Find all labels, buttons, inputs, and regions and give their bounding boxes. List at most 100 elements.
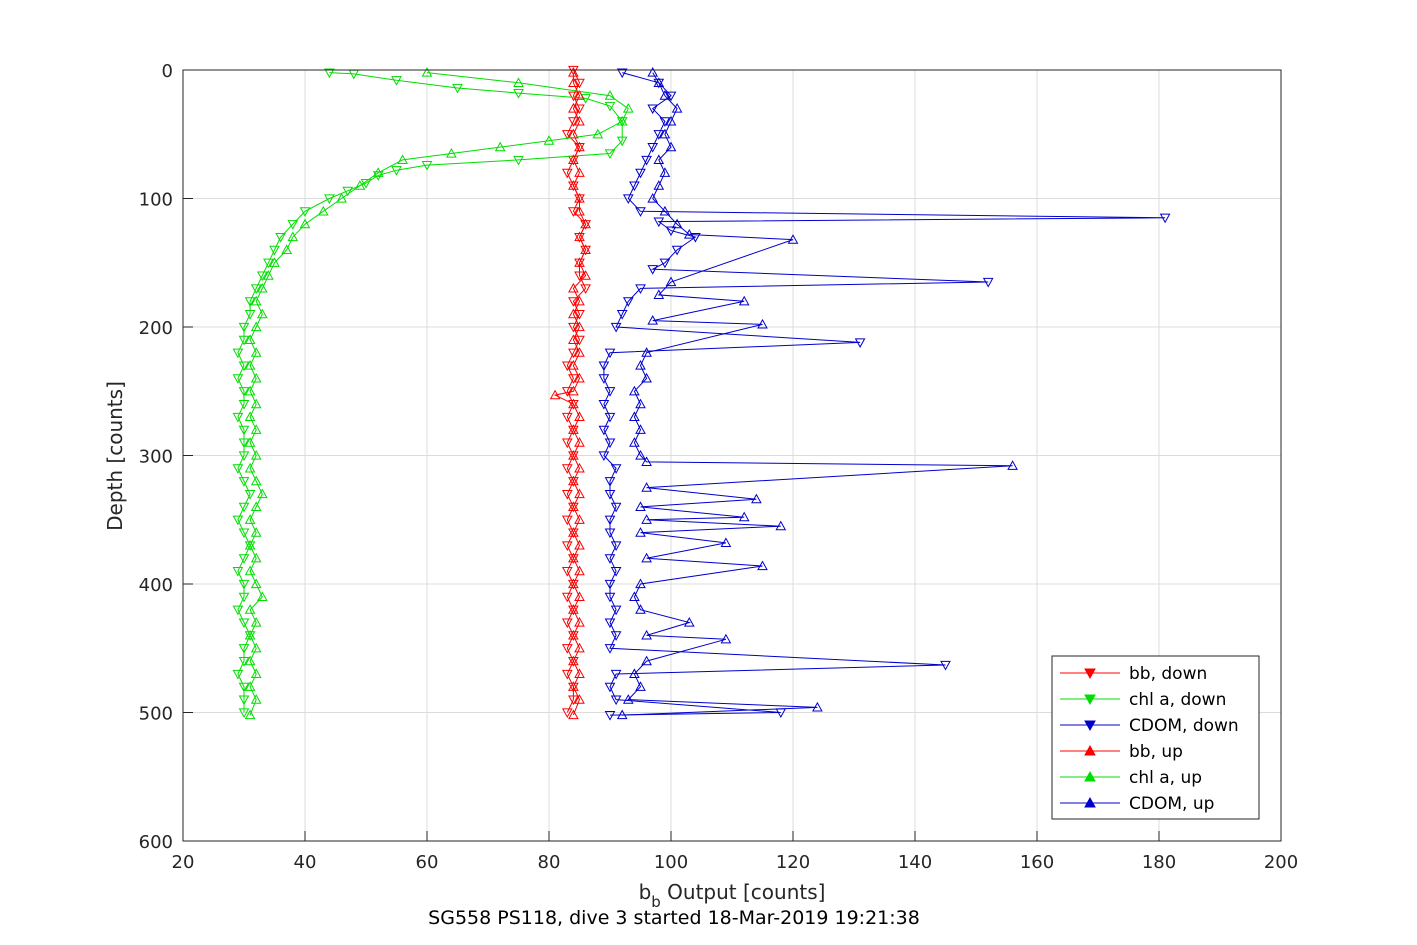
legend-box [1051, 655, 1260, 820]
data-point [244, 411, 256, 422]
data-point [561, 541, 573, 551]
data-point [574, 231, 585, 242]
data-point [568, 297, 579, 307]
data-point [574, 694, 585, 704]
data-point [616, 115, 628, 126]
data-point [629, 668, 640, 679]
data-point [1007, 460, 1018, 470]
data-point [720, 633, 732, 644]
data-point [256, 271, 268, 282]
data-point [397, 154, 408, 165]
data-point [659, 128, 671, 139]
data-point [250, 449, 262, 460]
data-point [568, 695, 579, 706]
legend-label: CDOM, up [1129, 794, 1214, 814]
data-point [635, 681, 646, 691]
data-point [568, 424, 579, 434]
data-point [238, 400, 250, 410]
data-point [635, 360, 646, 370]
data-point [372, 171, 384, 181]
data-point [574, 347, 585, 357]
data-point [574, 488, 585, 499]
x-axis-label-subscript: b [651, 893, 661, 911]
data-point [568, 681, 579, 691]
data-point [561, 464, 573, 474]
series-bb-down [561, 65, 591, 719]
data-point [604, 528, 616, 539]
data-point [250, 284, 262, 294]
data-point [574, 257, 585, 267]
data-point [635, 501, 646, 511]
data-point [665, 115, 677, 126]
data-point [604, 579, 616, 590]
data-point [647, 265, 659, 275]
data-point [250, 424, 262, 434]
data-point [604, 682, 616, 693]
data-point [244, 385, 256, 396]
data-point [683, 617, 695, 627]
data-point [360, 178, 372, 189]
data-point [610, 541, 622, 551]
data-point [561, 412, 573, 423]
data-point [281, 244, 293, 254]
ticks: 20 40 60 80 100 120 140 160 180 200 0 100 200 300 400 5… [139, 61, 1299, 873]
data-point [568, 154, 579, 165]
data-point [250, 552, 262, 563]
data-point [232, 567, 244, 577]
data-point [604, 515, 616, 526]
data-point [635, 398, 646, 409]
y-tick-label: 500 [139, 704, 173, 725]
data-point [238, 502, 250, 513]
data-point [604, 438, 616, 449]
data-point [244, 539, 256, 550]
data-point [647, 67, 659, 77]
data-point [238, 477, 250, 487]
series-line [603, 72, 1166, 716]
data-point [238, 387, 250, 397]
data-point [629, 385, 640, 396]
data-point [574, 437, 585, 447]
data-point [604, 592, 616, 603]
data-point [641, 629, 652, 640]
data-point [751, 493, 762, 504]
data-point [629, 411, 640, 422]
data-point [287, 220, 299, 230]
legend-item: bb, down [1060, 664, 1207, 684]
data-point [372, 167, 384, 177]
series-line [249, 72, 629, 716]
y-tick-label: 100 [139, 190, 173, 211]
data-point [622, 297, 634, 307]
data-point [604, 618, 616, 629]
data-point [568, 398, 579, 409]
data-point [604, 710, 616, 721]
x-tick-label: 140 [898, 852, 932, 873]
data-point [629, 181, 640, 192]
legend-label: bb, up [1129, 742, 1183, 762]
series-line [237, 72, 623, 713]
data-point [250, 347, 262, 357]
data-point [244, 489, 256, 500]
x-tick-label: 200 [1264, 852, 1298, 873]
legend-marker [1084, 744, 1096, 756]
data-point [647, 315, 659, 325]
data-point [250, 501, 262, 511]
data-point [336, 192, 347, 203]
legend-label: CDOM, down [1129, 716, 1239, 736]
data-point [561, 708, 573, 719]
legend-item: CDOM, up [1060, 794, 1214, 814]
data-point [324, 194, 335, 205]
data-point [574, 591, 585, 601]
data-point [238, 708, 250, 719]
data-point [238, 361, 250, 372]
data-point [238, 335, 250, 346]
data-point [568, 322, 579, 333]
data-point [671, 103, 683, 113]
legend-item: CDOM, down [1060, 716, 1239, 736]
data-point [256, 591, 268, 601]
data-point [854, 338, 866, 348]
data-point [574, 104, 585, 115]
data-point [568, 449, 579, 460]
data-point [641, 482, 652, 492]
data-point [561, 130, 573, 140]
